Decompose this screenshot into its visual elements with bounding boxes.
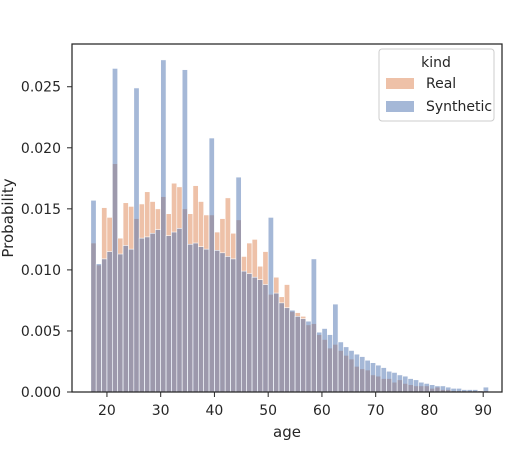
synthetic-bar [235, 176, 242, 393]
legend-swatch-synthetic [386, 101, 414, 112]
x-tick-label: 40 [206, 403, 224, 419]
legend-label-synthetic: Synthetic [426, 99, 492, 115]
plot-frame [71, 43, 503, 393]
synthetic-bar [273, 292, 280, 393]
y-axis-ticks: 0.000 0.005 0.010 0.015 0.020 0.025 [21, 80, 72, 401]
synthetic-bar [423, 383, 430, 393]
x-tick-label: 50 [259, 403, 277, 419]
synthetic-bar [402, 375, 409, 393]
synthetic-bar [300, 318, 307, 393]
y-tick-label: 0.025 [21, 80, 61, 96]
synthetic-bar [321, 328, 328, 393]
y-tick-label: 0.020 [21, 141, 61, 157]
synthetic-bar [160, 59, 167, 393]
synthetic-bars [90, 59, 489, 393]
synthetic-bar [327, 334, 333, 393]
synthetic-bar [305, 320, 312, 393]
synthetic-bar [192, 242, 199, 393]
y-tick-label: 0.010 [21, 263, 61, 279]
synthetic-bar [391, 372, 398, 393]
x-tick-label: 80 [421, 403, 439, 419]
synthetic-bar [176, 228, 183, 393]
synthetic-bar [230, 258, 237, 393]
y-axis-label: Probability [0, 178, 17, 257]
synthetic-bar [439, 385, 446, 393]
legend-swatch-real [386, 78, 414, 89]
y-tick-label: 0.005 [21, 324, 61, 340]
synthetic-bar [106, 251, 113, 393]
synthetic-bar [380, 367, 387, 393]
synthetic-bar [396, 374, 403, 393]
synthetic-bar [257, 279, 264, 393]
synthetic-bar [332, 303, 339, 393]
synthetic-bar [219, 252, 226, 393]
legend: kind Real Synthetic [378, 48, 495, 122]
synthetic-bar [284, 307, 290, 393]
synthetic-bar [133, 87, 140, 393]
synthetic-bar [267, 217, 274, 393]
synthetic-bar [149, 232, 156, 393]
synthetic-bar [90, 199, 97, 393]
synthetic-bar [198, 246, 204, 393]
x-tick-label: 60 [313, 403, 331, 419]
synthetic-bar [370, 362, 376, 393]
synthetic-bar [289, 309, 296, 393]
x-tick-label: 70 [367, 403, 385, 419]
synthetic-bar [112, 68, 118, 393]
x-tick-label: 90 [474, 403, 492, 419]
legend-label-real: Real [426, 76, 456, 92]
synthetic-bar [375, 364, 382, 393]
synthetic-bar [101, 258, 108, 393]
synthetic-bar [413, 379, 419, 393]
synthetic-bar [122, 245, 129, 393]
synthetic-bar [214, 250, 221, 393]
synthetic-bar [278, 302, 285, 393]
legend-title: kind [421, 55, 451, 71]
x-tick-label: 20 [98, 403, 116, 419]
synthetic-bar [95, 263, 102, 393]
synthetic-bar [343, 346, 350, 393]
synthetic-bar [418, 381, 425, 393]
x-tick-label: 30 [152, 403, 170, 419]
synthetic-bar [246, 273, 253, 393]
synthetic-bar [337, 341, 344, 393]
synthetic-bar [187, 243, 194, 393]
synthetic-bar [429, 384, 436, 393]
synthetic-bar [434, 385, 441, 393]
synthetic-bar [348, 350, 355, 393]
synthetic-bar [445, 386, 452, 393]
synthetic-bar [165, 235, 172, 393]
synthetic-bar [128, 248, 135, 393]
synthetic-bar [241, 270, 247, 393]
synthetic-bar [482, 386, 489, 393]
synthetic-bar [251, 276, 258, 393]
synthetic-bar [407, 378, 414, 393]
synthetic-bar [155, 229, 161, 393]
synthetic-bar [117, 253, 124, 393]
synthetic-bar [386, 370, 393, 393]
synthetic-bar [224, 256, 231, 393]
x-axis-label: age [273, 423, 301, 441]
synthetic-bar [181, 69, 188, 393]
synthetic-bar [310, 258, 317, 393]
y-tick-label: 0.015 [21, 202, 61, 218]
synthetic-bar [294, 315, 301, 393]
synthetic-bar [208, 137, 215, 393]
synthetic-bar [262, 284, 269, 393]
y-tick-label: 0.000 [21, 385, 61, 401]
synthetic-bar [138, 237, 145, 393]
synthetic-bar [144, 236, 151, 393]
synthetic-bar [171, 231, 178, 393]
synthetic-bar [316, 331, 323, 393]
synthetic-bar [203, 248, 210, 393]
synthetic-bar [364, 359, 371, 393]
x-axis-ticks: 20 30 40 50 60 70 80 90 [98, 392, 492, 419]
synthetic-bar [359, 356, 366, 393]
synthetic-bar [353, 353, 360, 393]
